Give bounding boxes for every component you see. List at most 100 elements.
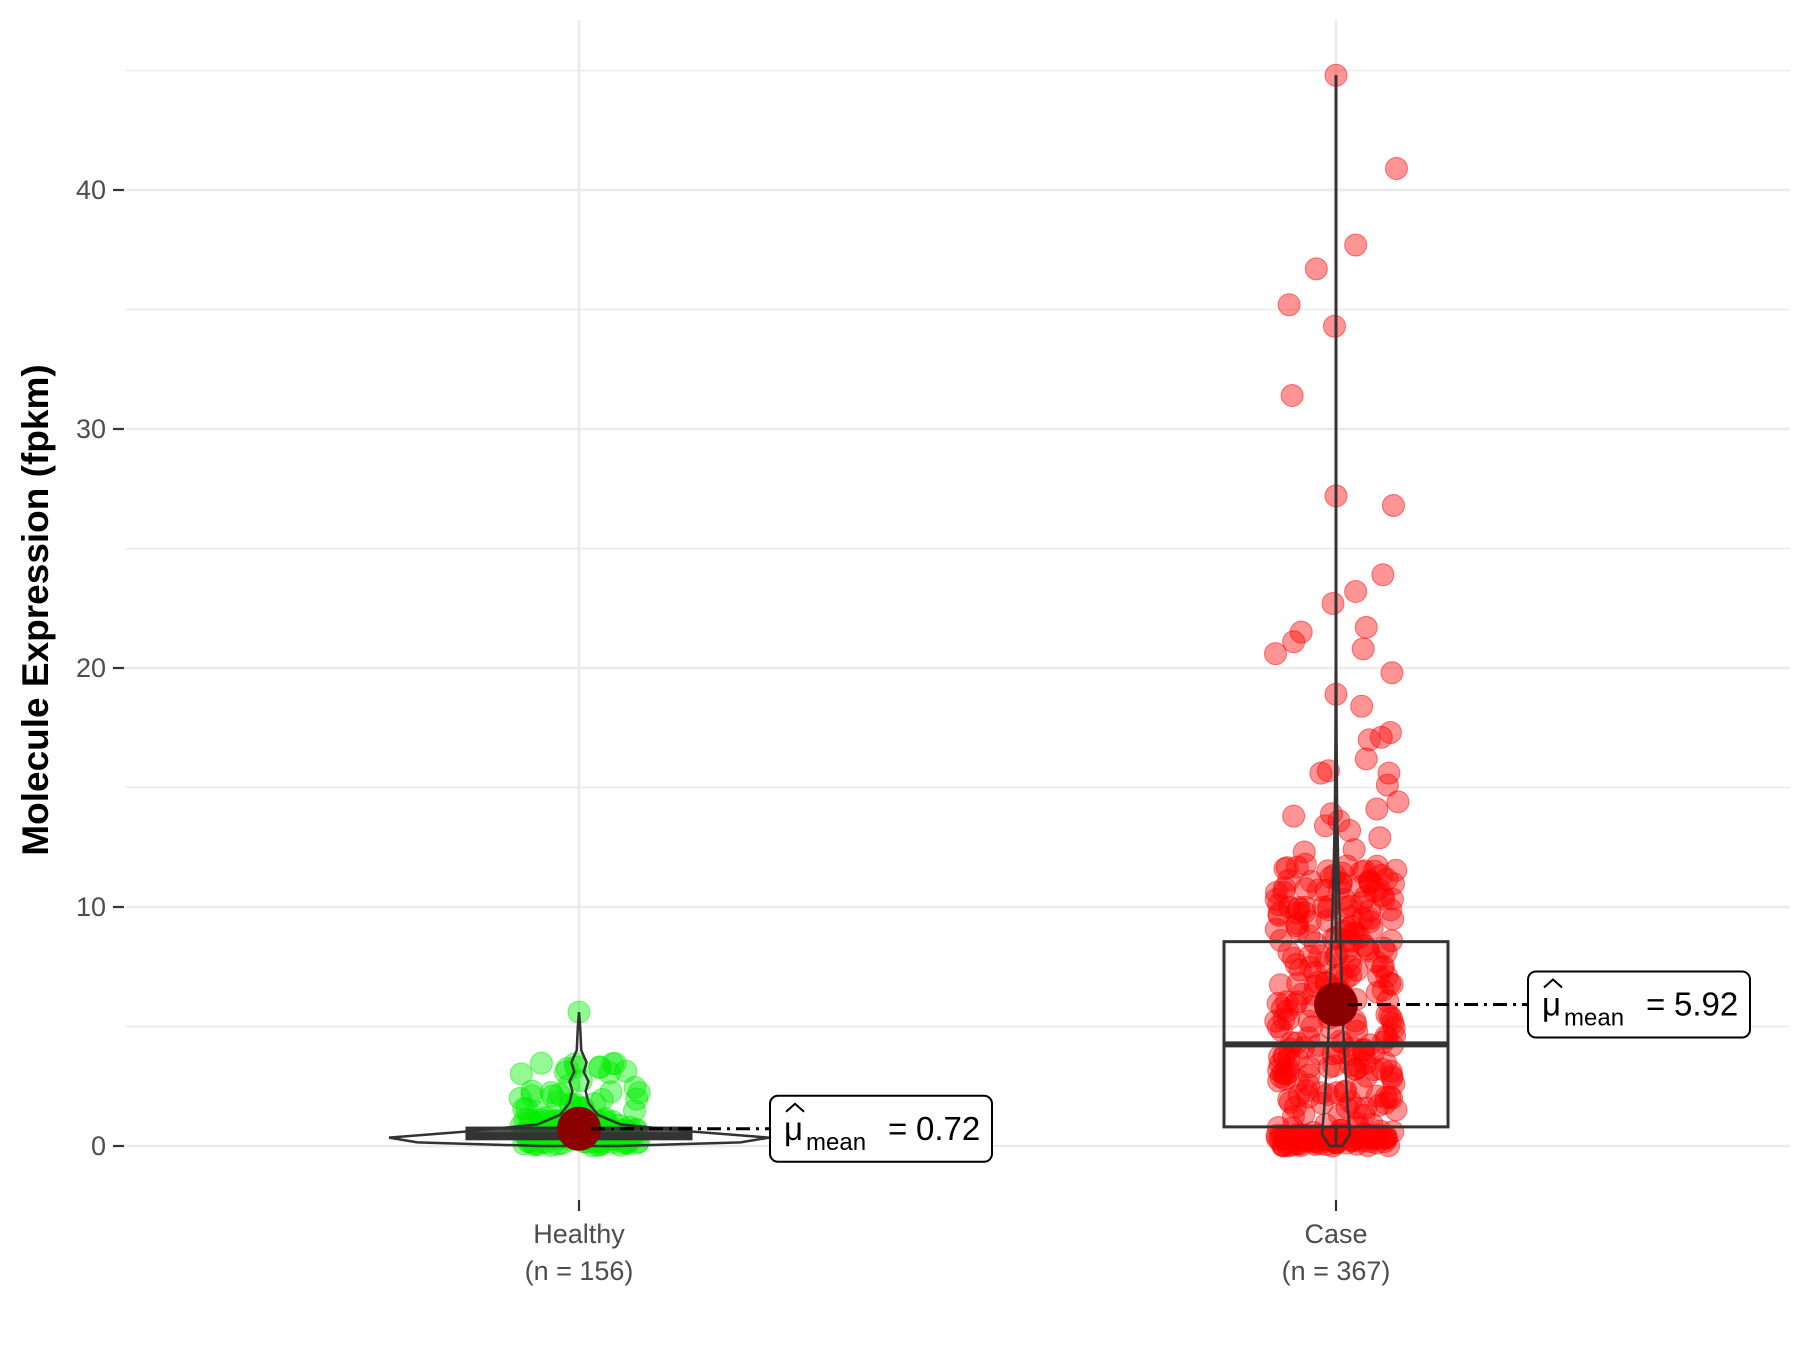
y-tick-label: 10 [76,892,106,922]
mean-value-label: 0.72 [916,1110,980,1147]
mean-symbol: μ [784,1110,803,1147]
axes-layer: 0 10 20 30 40 Healthy (n = 156) Case (n = 367) [76,175,1390,1286]
data-point [1287,895,1311,919]
data-point [1272,1045,1296,1069]
data-point [1349,874,1373,898]
data-point [588,1056,612,1080]
data-point [1314,1112,1338,1136]
mean-hat-icon [1543,978,1563,989]
data-point [1264,642,1288,666]
data-point [520,1084,544,1108]
data-point [1360,916,1384,940]
data-point [1380,972,1404,996]
data-point [1316,1083,1340,1107]
group-healthy [388,1000,770,1158]
x-tick-sample-size: (n = 156) [525,1256,634,1286]
data-point [1368,826,1392,850]
data-point [1379,898,1403,922]
data-point [1266,1015,1290,1039]
data-point [539,1081,563,1105]
groups-layer [388,63,1450,1158]
data-point [1267,902,1291,926]
data-point [1275,990,1299,1014]
data-point [1322,314,1346,338]
x-tick-label: Healthy [533,1219,625,1249]
data-point [1338,819,1362,843]
data-point [1267,1069,1291,1093]
data-point [1298,909,1322,933]
data-point [1313,814,1337,838]
data-point [623,1075,647,1099]
data-point [1367,964,1391,988]
data-point [1351,637,1375,661]
data-point [1375,1003,1399,1027]
data-point [1372,887,1396,911]
data-point [1293,895,1317,919]
data-point [1344,233,1368,257]
data-point [1373,1091,1397,1115]
data-point [1384,156,1408,180]
data-point [1386,790,1410,814]
data-point [600,1052,624,1076]
mean-label-box [1527,970,1751,1039]
data-point [1384,858,1408,882]
data-point [1297,1055,1321,1079]
data-point [1384,1098,1408,1122]
data-point [1287,1083,1311,1107]
data-point [1269,1065,1293,1089]
data-point [1293,852,1317,876]
data-point [1264,880,1288,904]
data-point [1289,620,1313,644]
data-point [1282,804,1306,828]
data-point [1354,747,1378,771]
data-point [1350,1076,1374,1100]
mean-label-box [769,1094,993,1163]
data-point [1277,868,1301,892]
data-point [1309,761,1333,785]
y-tick-label: 30 [76,414,106,444]
data-point [1378,1085,1402,1109]
data-point [1280,384,1304,408]
data-point [1275,856,1299,880]
data-point [1277,293,1301,317]
data-point [1306,878,1330,902]
box-case [1222,940,1450,1129]
mean-symbol: μ [1542,986,1561,1023]
annotation-layer: μ mean = 0.72μ mean = 5.92 [591,970,1751,1163]
data-point [1381,493,1405,517]
data-point [1371,563,1395,587]
data-point [1273,876,1297,900]
data-point [1375,773,1399,797]
data-point [1321,591,1345,615]
data-point [1343,1057,1367,1081]
data-points-healthy [508,1000,651,1158]
data-point [1380,1006,1404,1030]
mean-value-label: 5.92 [1674,986,1738,1023]
x-tick-label: Case [1304,1219,1367,1249]
group-case [1222,63,1450,1158]
data-point [1304,257,1328,281]
x-tick-sample-size: (n = 367) [1282,1256,1391,1286]
data-point [1357,939,1381,963]
data-point [1270,996,1294,1020]
y-tick-label: 20 [76,653,106,683]
data-point [599,1080,623,1104]
data-point [529,1051,553,1075]
mean-point [557,1106,601,1151]
data-point [1273,1067,1297,1091]
data-point [1290,982,1314,1006]
mean-hat-icon [785,1102,805,1113]
data-point [1362,1058,1386,1082]
mean-equals: = [888,1110,907,1147]
data-point [1350,694,1374,718]
mean-point [1314,982,1358,1027]
data-point [1268,1052,1292,1076]
data-point [1321,927,1345,951]
data-point [1357,728,1381,752]
data-point [1286,917,1310,941]
data-point [1377,761,1401,785]
data-point [1342,838,1366,862]
data-point [1282,630,1306,654]
